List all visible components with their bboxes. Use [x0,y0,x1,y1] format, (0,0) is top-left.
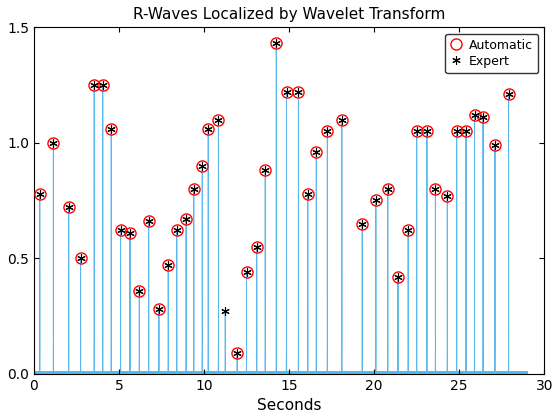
Automatic [295,89,302,94]
Expert [313,150,320,155]
Expert [262,168,269,173]
Expert [405,228,412,233]
Automatic [234,350,240,355]
Line: Expert: Expert [36,39,513,357]
Automatic [359,221,366,226]
Automatic [324,129,331,134]
Expert [99,82,106,87]
Automatic [463,129,469,134]
Automatic [165,262,171,268]
Automatic [108,126,115,131]
Expert [283,89,290,94]
Automatic [492,142,498,147]
Automatic [432,186,438,192]
Automatic [117,228,124,233]
Automatic [262,168,269,173]
Automatic [156,307,162,312]
Automatic [480,115,487,120]
Expert [165,262,171,268]
Automatic [66,205,72,210]
Expert [372,198,379,203]
Expert [108,126,115,131]
Expert [190,186,197,192]
Automatic [305,191,311,196]
Expert [36,191,43,196]
Automatic [215,117,222,122]
Expert [243,270,250,275]
Expert [66,205,72,210]
Automatic [283,89,290,94]
Expert [215,117,222,122]
Automatic [243,270,250,275]
Automatic [471,113,478,118]
Automatic [338,117,345,122]
Automatic [99,82,106,87]
Expert [423,129,430,134]
Automatic [313,150,320,155]
Expert [453,129,460,134]
Expert [463,129,469,134]
Expert [222,309,228,314]
Expert [338,117,345,122]
Expert [384,186,391,192]
Expert [305,191,311,196]
Expert [395,274,402,279]
Automatic [395,274,402,279]
Expert [127,230,133,235]
Automatic [423,129,430,134]
Expert [234,350,240,355]
Automatic [405,228,412,233]
Expert [273,41,279,46]
Expert [359,221,366,226]
Automatic [453,129,460,134]
Expert [444,193,451,198]
Automatic [205,126,212,131]
Automatic [199,163,206,168]
Expert [183,216,189,221]
Expert [174,228,180,233]
Expert [145,219,152,224]
Expert [205,126,212,131]
Expert [413,129,420,134]
Automatic [50,140,57,145]
Legend: Automatic, Expert: Automatic, Expert [445,34,538,73]
Expert [471,113,478,118]
Expert [117,228,124,233]
Expert [324,129,331,134]
Title: R-Waves Localized by Wavelet Transform: R-Waves Localized by Wavelet Transform [133,7,445,22]
Automatic [413,129,420,134]
Automatic [91,82,97,87]
Expert [199,163,206,168]
Automatic [174,228,180,233]
Expert [91,82,97,87]
Expert [136,288,143,293]
Automatic [253,244,260,249]
Expert [480,115,487,120]
Expert [156,307,162,312]
Expert [432,186,438,192]
Expert [295,89,302,94]
Automatic [444,193,451,198]
Expert [50,140,57,145]
Automatic [77,256,84,261]
Automatic [190,186,197,192]
Expert [253,244,260,249]
Automatic [145,219,152,224]
Expert [77,256,84,261]
Automatic [273,41,279,46]
Automatic [36,191,43,196]
Automatic [127,230,133,235]
Expert [505,92,512,97]
Expert [492,142,498,147]
Automatic [136,288,143,293]
X-axis label: Seconds: Seconds [257,398,321,413]
Automatic [183,216,189,221]
Automatic [384,186,391,192]
Line: Automatic: Automatic [34,38,514,358]
Automatic [372,198,379,203]
Automatic [505,92,512,97]
